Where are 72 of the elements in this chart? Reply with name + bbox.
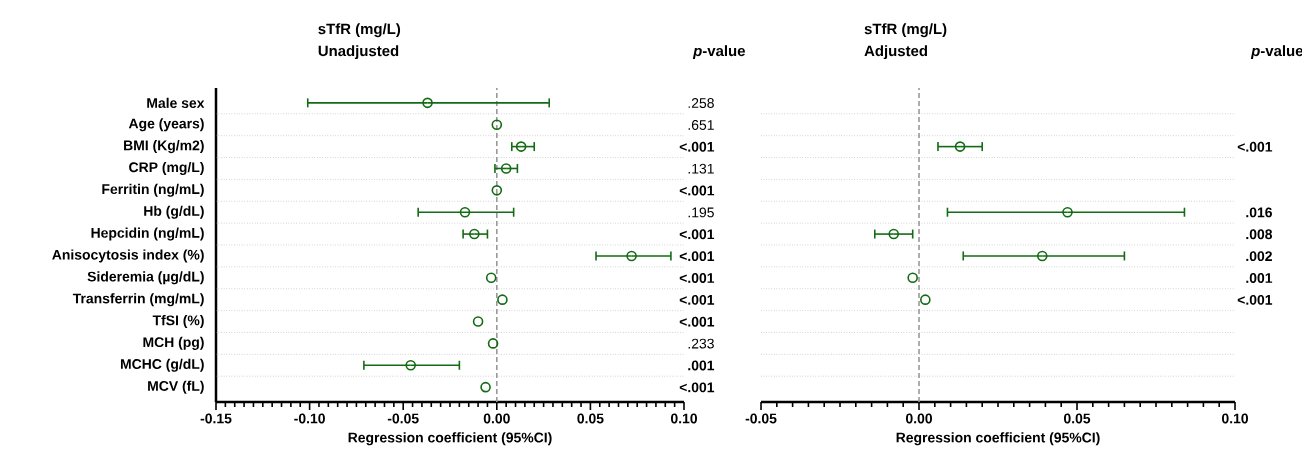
point <box>954 141 966 152</box>
text: p-value <box>692 45 745 60</box>
x-tick-label: 0.00 <box>483 413 510 424</box>
x-tick-label: -0.05 <box>387 413 419 424</box>
annotation: <.001 <box>679 316 715 327</box>
y-tick-label: Male sex <box>147 97 205 108</box>
x-tick-label: 0.05 <box>1063 413 1091 424</box>
point <box>422 97 433 109</box>
point <box>1036 250 1048 262</box>
annotation: <.001 <box>679 229 715 240</box>
chart-subtitle: Unadjusted <box>318 45 399 60</box>
text: .002 <box>1246 251 1272 262</box>
point <box>487 338 499 349</box>
y-tick-label: CRP (mg/L) <box>129 161 204 175</box>
chart-subtitle: Adjusted <box>864 45 928 60</box>
annotation: <.001 <box>679 382 715 393</box>
point <box>626 250 637 262</box>
annotation: <.001 <box>679 141 715 152</box>
x-tick-label: -0.05 <box>745 413 777 424</box>
y-tick-label: Age (years) <box>128 118 204 132</box>
text: <.001 <box>1237 294 1273 305</box>
y-tick-label: MCH (pg) <box>143 336 204 350</box>
y-tick-label: Anisocytosis index (%) <box>52 249 204 263</box>
x-axis-title: Regression coefficient (95%CI) <box>896 432 1100 446</box>
point <box>888 228 900 240</box>
text: .008 <box>1246 229 1273 240</box>
point <box>472 316 484 327</box>
x-tick-label: 0.05 <box>577 413 604 424</box>
text: .651 <box>688 119 714 130</box>
point <box>405 359 416 371</box>
point <box>469 228 480 240</box>
text: p-value <box>1250 45 1302 60</box>
x-tick-label: -0.10 <box>294 413 325 424</box>
text: .258 <box>688 98 714 109</box>
y-tick-label: Ferritin (ng/mL) <box>102 183 204 197</box>
x-tick-label: 0.10 <box>1221 413 1249 424</box>
y-tick-label: BMI (Kg/m2) <box>124 140 204 154</box>
point <box>515 141 527 152</box>
point <box>491 119 503 131</box>
annotation: <.001 <box>679 294 715 305</box>
y-tick-label: Transferrin (mg/mL) <box>72 293 204 307</box>
point <box>920 294 931 305</box>
y-tick-label: Hb (g/dL) <box>144 205 204 219</box>
point <box>500 163 512 174</box>
text: .131 <box>688 163 714 174</box>
y-tick-label: Sideremia (µg/dL) <box>87 271 204 285</box>
y-tick-label: MCV (fL) <box>148 380 204 394</box>
point <box>480 381 491 393</box>
point <box>459 206 471 218</box>
y-tick-label: MCHC (g/dL) <box>120 358 204 372</box>
point <box>491 185 503 196</box>
point <box>485 272 497 284</box>
text: <.001 <box>1237 141 1273 152</box>
text: .195 <box>688 207 714 218</box>
chart-title: sTfR (mg/L) <box>318 23 401 38</box>
text: .001 <box>688 360 715 371</box>
text: .016 <box>1246 207 1272 218</box>
annotation: <.001 <box>679 251 715 262</box>
x-axis-title: Regression coefficient (95%CI) <box>348 432 552 446</box>
annotation: <.001 <box>679 185 715 196</box>
x-tick-label: 0.00 <box>905 413 933 424</box>
x-tick-label: 0.10 <box>670 413 698 424</box>
text: .233 <box>688 338 714 349</box>
point <box>1062 206 1073 218</box>
y-tick-label: TfSI (%) <box>152 315 204 329</box>
y-tick-label: Hepcidin (ng/mL) <box>91 227 204 241</box>
x-tick-label: -0.15 <box>200 413 232 424</box>
point <box>497 294 508 305</box>
chart-title: sTfR (mg/L) <box>864 23 947 38</box>
annotation: <.001 <box>679 273 715 283</box>
point <box>907 272 918 284</box>
text: .001 <box>1246 273 1273 283</box>
